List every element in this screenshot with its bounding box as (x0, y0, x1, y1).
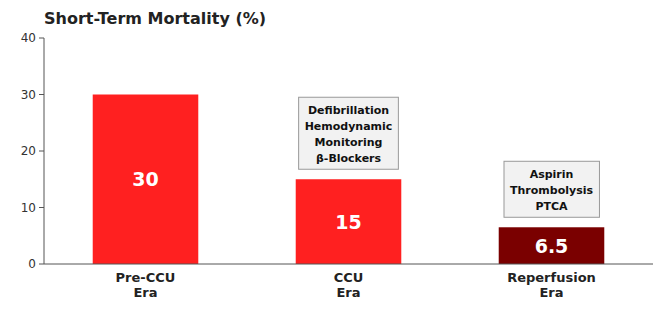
annotation-text: Defibrillation Hemodynamic Monitoring β-Blo… (305, 104, 393, 165)
tick-label: 20 (21, 144, 36, 158)
annotation-text: Aspirin Thrombolysis PTCA (510, 168, 593, 213)
annotation-box (299, 97, 399, 169)
text-line: Pre-CCU (116, 270, 176, 285)
tick-label: 40 (21, 31, 36, 45)
category-label: CCUEra (334, 270, 364, 300)
text-line: CCU (334, 270, 364, 285)
annotation: Aspirin Thrombolysis PTCA (504, 161, 599, 217)
text-line: PTCA (535, 200, 568, 213)
text-line: Era (539, 285, 563, 300)
y-axis: 0 10 20 30 40 (21, 31, 44, 271)
tick-mark (39, 207, 44, 208)
tick-mark (39, 38, 44, 39)
x-axis-line (44, 264, 653, 265)
bar (296, 179, 402, 264)
tick-label: 30 (21, 88, 36, 102)
category-label: Pre-CCUEra (116, 270, 176, 300)
data-label: 6.5 (535, 235, 569, 257)
text-line: Reperfusion (507, 270, 596, 285)
chart-container: Short-Term Mortality (%) 0 10 20 30 40 30 15 6.5… (0, 0, 669, 310)
annotation: Defibrillation Hemodynamic Monitoring β-Blo… (299, 97, 399, 169)
text-line: Hemodynamic (305, 120, 393, 133)
tick-mark (39, 94, 44, 95)
bars (93, 95, 605, 265)
text-line: Aspirin (530, 168, 574, 181)
text-line: β-Blockers (316, 152, 382, 165)
title: Short-Term Mortality (%) (44, 9, 266, 28)
text-line: Era (133, 285, 157, 300)
text-line: Thrombolysis (510, 184, 593, 197)
text-line: Defibrillation (308, 104, 389, 117)
tick-mark (39, 264, 44, 265)
annotation-box (504, 161, 599, 217)
tick-label: 0 (28, 257, 36, 271)
tick-mark (39, 151, 44, 152)
chart-svg: Short-Term Mortality (%) 0 10 20 30 40 30 15 6.5… (0, 0, 669, 310)
category-label: ReperfusionEra (507, 270, 596, 300)
text-line: Era (336, 285, 360, 300)
bar (499, 227, 605, 264)
text-line: Monitoring (315, 136, 383, 149)
tick-label: 10 (21, 201, 36, 215)
bar (93, 95, 199, 265)
y-axis-line (44, 38, 45, 264)
data-label: 15 (335, 211, 361, 233)
data-label: 30 (132, 168, 158, 190)
